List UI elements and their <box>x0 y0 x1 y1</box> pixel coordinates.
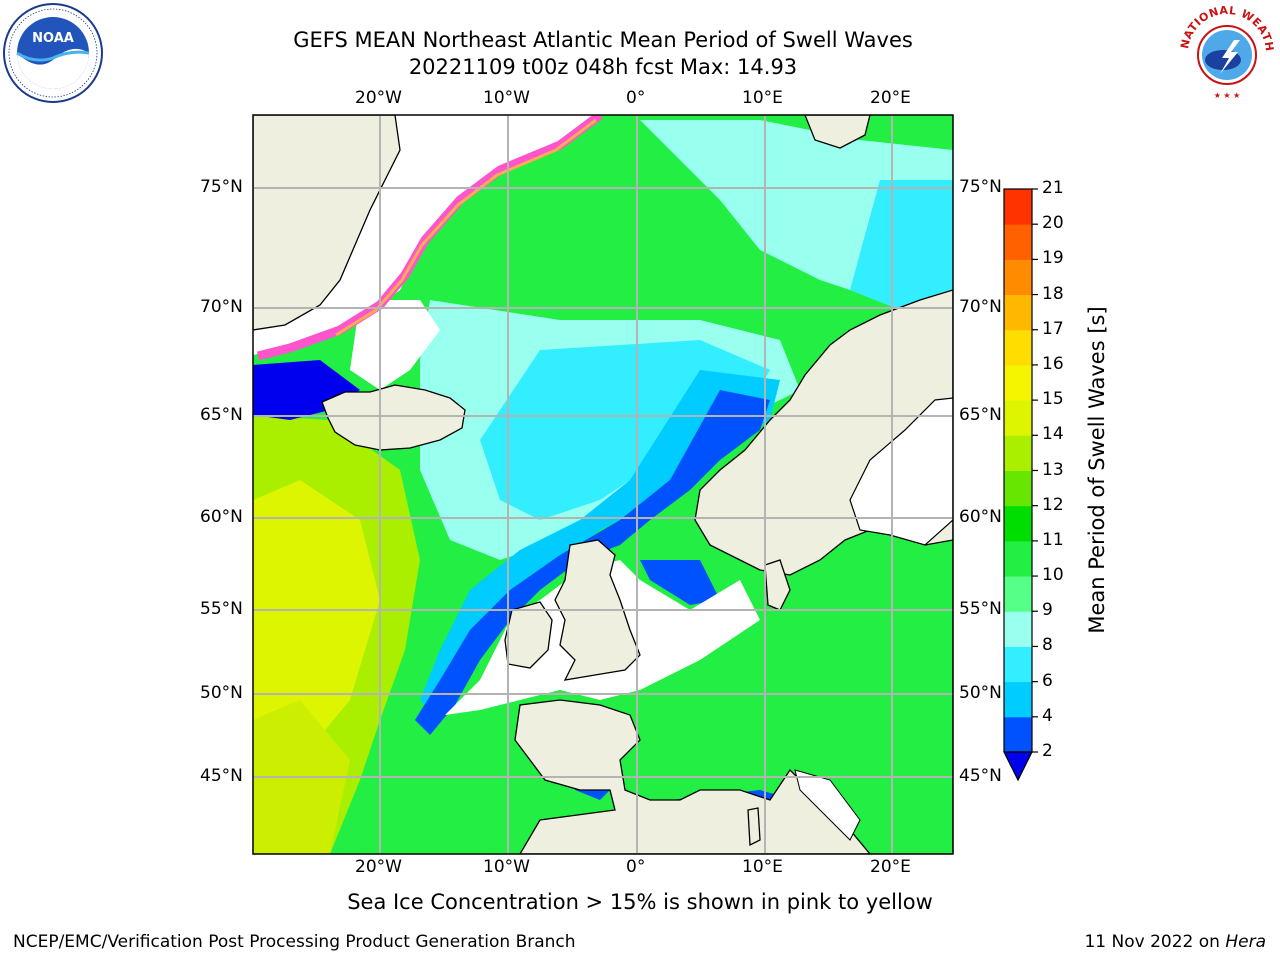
colorbar-segment <box>1004 716 1032 753</box>
iceland <box>321 384 466 451</box>
lon-tick-top-2: 0° <box>626 88 646 108</box>
footer-date: 11 Nov 2022 on Hera <box>1084 932 1266 952</box>
colorbar-tick-label: 8 <box>1042 635 1053 656</box>
lat-tick-left-1: 70°N <box>200 297 243 317</box>
colorbar-segment <box>1004 435 1032 471</box>
lat-tick-right-3: 60°N <box>959 507 1002 527</box>
svalbard <box>804 115 871 149</box>
footer-date-text: 11 Nov 2022 on <box>1084 932 1226 952</box>
adriatic-sea <box>794 769 861 841</box>
colorbar-segment <box>1004 646 1032 683</box>
colorbar-tick-label: 19 <box>1042 248 1064 269</box>
colorbar-tick-label: 10 <box>1042 565 1064 586</box>
colorbar-tick-label: 14 <box>1042 424 1064 445</box>
colorbar-segment <box>1004 364 1032 401</box>
colorbar-label: Mean Period of Swell Waves [s] <box>1085 306 1109 634</box>
colorbar-tick-label: 9 <box>1042 600 1053 621</box>
lat-tick-left-3: 60°N <box>200 507 243 527</box>
colorbar-tick-label: 15 <box>1042 389 1064 410</box>
footer-host: Hera <box>1225 932 1266 952</box>
colorbar-tick-label: 12 <box>1042 494 1064 515</box>
colorbar-segment <box>1004 259 1032 296</box>
lon-tick-top-1: 10°W <box>483 88 530 108</box>
colorbar-tick-label: 16 <box>1042 353 1064 374</box>
footer-credit: NCEP/EMC/Verification Post Processing Pr… <box>13 932 576 952</box>
lat-tick-right-4: 55°N <box>959 599 1002 619</box>
lat-tick-left-6: 45°N <box>200 766 243 786</box>
colorbar-segment <box>1004 400 1032 436</box>
colorbar-under-arrow <box>1003 751 1033 782</box>
swell-zone-14 <box>253 480 380 780</box>
lat-tick-left-0: 75°N <box>200 177 243 197</box>
lat-tick-right-5: 50°N <box>959 683 1002 703</box>
lon-tick-bottom-2: 0° <box>626 857 646 877</box>
national-weather-service-logo: NATIONAL WEATHER SERVICE ★ ★ ★ <box>1176 2 1276 102</box>
ireland <box>504 601 553 669</box>
colorbar-segment <box>1004 611 1032 647</box>
map-area <box>253 115 953 854</box>
map-frame <box>252 114 954 855</box>
colorbar-segment <box>1004 294 1032 331</box>
swell-zone-6-barents <box>850 180 953 310</box>
colorbar-segment <box>1004 540 1032 577</box>
colorbar-segment <box>1004 681 1032 718</box>
colorbar-tick-label: 2 <box>1042 741 1053 761</box>
lon-tick-top-4: 20°E <box>870 88 911 108</box>
colorbar-frame <box>1003 188 1033 753</box>
colorbar-segment <box>1004 189 1032 225</box>
colorbar-tick-label: 20 <box>1042 213 1064 234</box>
greenland <box>253 115 401 331</box>
colorbar-tick-label: 13 <box>1042 459 1064 480</box>
lat-tick-right-0: 75°N <box>959 177 1002 197</box>
colorbar-segment <box>1004 470 1032 507</box>
swell-zone-north-sea <box>640 560 720 605</box>
mainland-europe <box>514 289 953 854</box>
denmark <box>764 559 791 611</box>
colorbar-segment <box>1004 576 1032 612</box>
colorbar-tick-label: 21 <box>1042 178 1064 198</box>
colorbar-segment <box>1004 505 1032 542</box>
colorbar-tick-label: 17 <box>1042 318 1064 339</box>
title-line-2: 20221109 t00z 048h fcst Max: 14.93 <box>408 55 798 79</box>
colorbar-tick-label: 6 <box>1042 670 1053 691</box>
landmasses <box>253 115 953 854</box>
calm-zone-greenland-coast <box>350 300 440 390</box>
colorbar <box>1004 188 1038 753</box>
sea-ice-note: Sea Ice Concentration > 15% is shown in … <box>347 890 933 914</box>
colorbar-tick-label: 4 <box>1042 705 1053 726</box>
corsica-sardinia <box>747 807 761 847</box>
lat-tick-right-1: 70°N <box>959 297 1002 317</box>
lon-tick-bottom-4: 20°E <box>870 857 911 877</box>
colorbar-segment <box>1004 329 1032 366</box>
title-line-1: GEFS MEAN Northeast Atlantic Mean Period… <box>293 28 913 52</box>
lon-tick-bottom-0: 20°W <box>355 857 402 877</box>
colorbar-segment <box>1004 224 1032 260</box>
lat-tick-right-6: 45°N <box>959 766 1002 786</box>
graticule <box>253 115 953 854</box>
lat-tick-right-2: 65°N <box>959 405 1002 425</box>
svg-text:NOAA: NOAA <box>32 31 74 46</box>
colorbar-tick-label: 18 <box>1042 283 1064 304</box>
lat-tick-left-5: 50°N <box>200 683 243 703</box>
lon-tick-bottom-1: 10°W <box>483 857 530 877</box>
lon-tick-top-3: 10°E <box>742 88 783 108</box>
noaa-logo: NOAA <box>3 3 103 103</box>
swell-zone-3 <box>415 390 770 735</box>
lat-tick-left-2: 65°N <box>200 405 243 425</box>
lon-tick-bottom-3: 10°E <box>742 857 783 877</box>
lon-tick-top-0: 20°W <box>355 88 402 108</box>
lat-tick-left-4: 55°N <box>200 599 243 619</box>
svg-text:★ ★ ★: ★ ★ ★ <box>1214 91 1241 100</box>
colorbar-tick-label: 11 <box>1042 529 1064 550</box>
